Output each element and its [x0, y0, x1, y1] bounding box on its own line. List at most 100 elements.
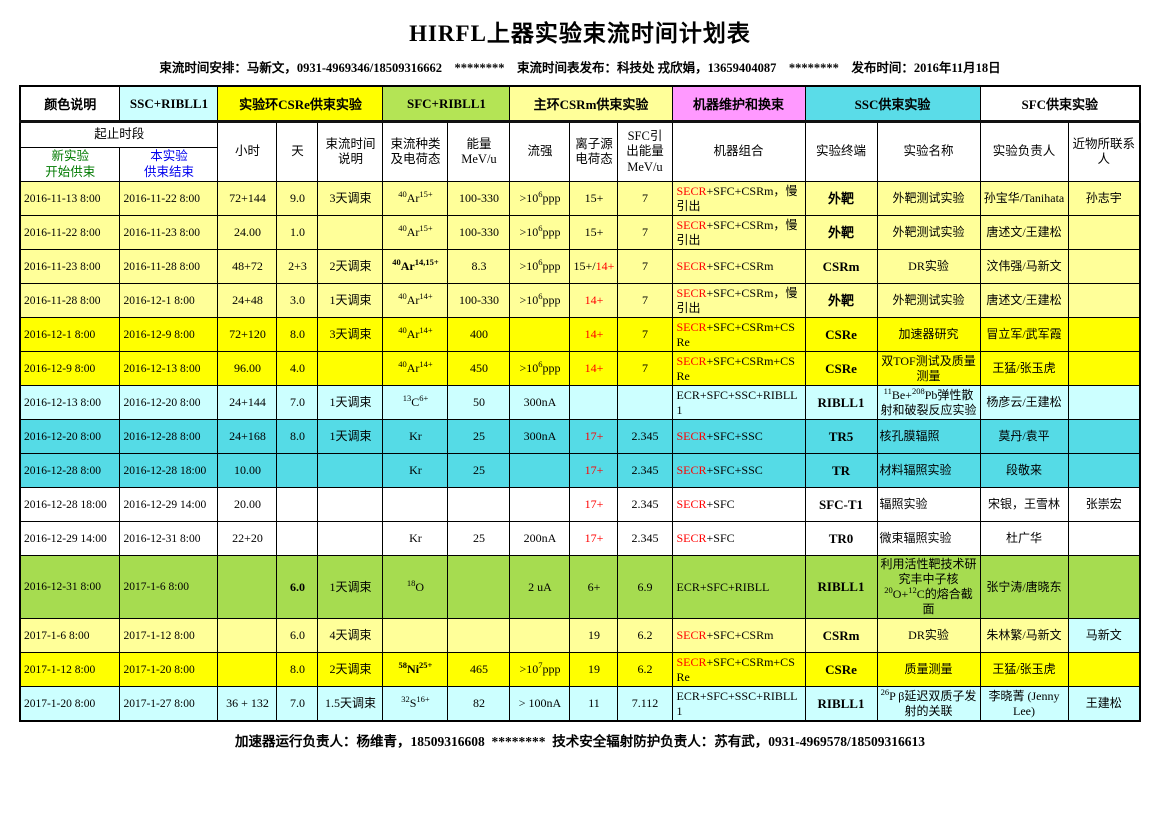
cell-lead: 张宁涛/唐晓东: [979, 555, 1069, 620]
cell-combo: SECR+SFC+CSRm: [671, 618, 806, 654]
cell-lead: 宋银，王雪林: [979, 487, 1069, 523]
header-beam-note: 束流时间 说明: [317, 120, 384, 183]
cell-contact: 孙志宇: [1067, 181, 1141, 217]
cell-contact: [1067, 385, 1141, 421]
cell-days: 6.0: [276, 555, 319, 620]
cell-end: 2017-1-20 8:00: [119, 652, 219, 688]
cell-lead: 孙宝华/Tanihata: [979, 181, 1069, 217]
cell-species: [382, 618, 449, 654]
cell-hours: [217, 652, 278, 688]
cell-hours: 20.00: [217, 487, 278, 523]
cell-source: 11: [569, 686, 619, 722]
header-exp-lead: 实验负责人: [979, 120, 1069, 183]
cell-name: 质量测量: [876, 652, 981, 688]
cell-end: 2016-11-23 8:00: [119, 215, 219, 251]
cell-contact: [1067, 283, 1141, 319]
cell-start: 2016-12-20 8:00: [19, 419, 121, 455]
info-line: 束流时间安排：马新文，0931-4969346/18509316662 ****…: [159, 61, 1001, 75]
cell-name: 微束辐照实验: [876, 521, 981, 557]
cell-species: 40Ar14+: [382, 351, 449, 387]
cell-terminal: RIBLL1: [804, 555, 878, 620]
cell-name: 外靶测试实验: [876, 181, 981, 217]
cell-energy: 100-330: [447, 181, 511, 217]
cell-start: 2016-12-31 8:00: [19, 555, 121, 620]
cell-lead: 杨彦云/王建松: [979, 385, 1069, 421]
legend-cell: 实验环CSRe供束实验: [217, 85, 384, 123]
cell-note: 3天调束: [317, 181, 384, 217]
header-flow: 流强: [509, 120, 571, 183]
cell-terminal: TR0: [804, 521, 878, 557]
cell-terminal: TR: [804, 453, 878, 489]
header-source-charge: 离子源 电荷态: [569, 120, 619, 183]
cell-end: 2016-12-9 8:00: [119, 317, 219, 353]
cell-source: 14+: [569, 283, 619, 319]
cell-end: 2016-12-20 8:00: [119, 385, 219, 421]
cell-hours: 96.00: [217, 351, 278, 387]
cell-end: 2017-1-6 8:00: [119, 555, 219, 620]
cell-lead: 莫丹/袁平: [979, 419, 1069, 455]
cell-species: Kr: [382, 453, 449, 489]
cell-days: 8.0: [276, 652, 319, 688]
cell-hours: 10.00: [217, 453, 278, 489]
cell-hours: [217, 555, 278, 620]
cell-days: 8.0: [276, 419, 319, 455]
cell-source: 17+: [569, 419, 619, 455]
cell-end: 2016-12-31 8:00: [119, 521, 219, 557]
cell-sfc: 6.9: [617, 555, 673, 620]
cell-terminal: TR5: [804, 419, 878, 455]
cell-sfc: [617, 385, 673, 421]
cell-lead: 段敬来: [979, 453, 1069, 489]
cell-name: 辐照实验: [876, 487, 981, 523]
cell-note: 4天调束: [317, 618, 384, 654]
cell-source: 15+: [569, 215, 619, 251]
cell-note: 2天调束: [317, 249, 384, 285]
legend-cell: SSC供束实验: [804, 85, 981, 123]
cell-name: DR实验: [876, 618, 981, 654]
cell-note: 1天调束: [317, 385, 384, 421]
cell-sfc: 7.112: [617, 686, 673, 722]
schedule-table: 颜色说明 SSC+RIBLL1 实验环CSRe供束实验 SFC+RIBLL1 主环CSR…: [18, 85, 1142, 723]
cell-source: 6+: [569, 555, 619, 620]
cell-end: 2016-12-1 8:00: [119, 283, 219, 319]
cell-energy: 25: [447, 419, 511, 455]
legend-cell: 主环CSRm供束实验: [509, 85, 673, 123]
cell-terminal: RIBLL1: [804, 686, 878, 722]
cell-combo: SECR+SFC: [671, 487, 806, 523]
cell-days: 8.0: [276, 317, 319, 353]
cell-contact: [1067, 351, 1141, 387]
table-row: 2017-1-20 8:00 2017-1-27 8:00 36 + 132 7.0 1…: [19, 686, 1141, 722]
cell-start: 2016-12-29 14:00: [19, 521, 121, 557]
legend-cell: 机器维护和换束: [671, 85, 806, 123]
cell-contact: 马新文: [1067, 618, 1141, 654]
cell-source: 17+: [569, 487, 619, 523]
header-terminal: 实验终端: [804, 120, 878, 183]
cell-hours: 72+144: [217, 181, 278, 217]
table-row: 2016-11-28 8:00 2016-12-1 8:00 24+48 3.0 1天调…: [19, 283, 1141, 319]
table-row: 2016-12-31 8:00 2017-1-6 8:00 6.0 1天调束 18O 2 …: [19, 555, 1141, 620]
cell-sfc: 7: [617, 351, 673, 387]
cell-sfc: 6.2: [617, 618, 673, 654]
cell-terminal: CSRe: [804, 317, 878, 353]
cell-energy: 450: [447, 351, 511, 387]
cell-terminal: 外靶: [804, 215, 878, 251]
header-exp-name: 实验名称: [876, 120, 981, 183]
cell-days: 7.0: [276, 385, 319, 421]
header-energy: 能量 MeV/u: [447, 120, 511, 183]
cell-terminal: CSRm: [804, 249, 878, 285]
cell-source: 19: [569, 618, 619, 654]
cell-flow: >106ppp: [509, 215, 571, 251]
cell-hours: 72+120: [217, 317, 278, 353]
cell-lead: 杜广华: [979, 521, 1069, 557]
cell-combo: ECR+SFC+SSC+RIBLL1: [671, 686, 806, 722]
cell-days: 3.0: [276, 283, 319, 319]
header-days: 天: [276, 120, 319, 183]
cell-species: 40Ar14+: [382, 317, 449, 353]
cell-species: 32S16+: [382, 686, 449, 722]
cell-start: 2016-12-1 8:00: [19, 317, 121, 353]
cell-species: 13C6+: [382, 385, 449, 421]
cell-source: 15+: [569, 181, 619, 217]
cell-source: 14+: [569, 351, 619, 387]
cell-hours: 48+72: [217, 249, 278, 285]
table-row: 2016-12-28 18:00 2016-12-29 14:00 20.00 17+…: [19, 487, 1141, 523]
table-row: 2016-12-28 8:00 2016-12-28 18:00 10.00 Kr 25…: [19, 453, 1141, 489]
